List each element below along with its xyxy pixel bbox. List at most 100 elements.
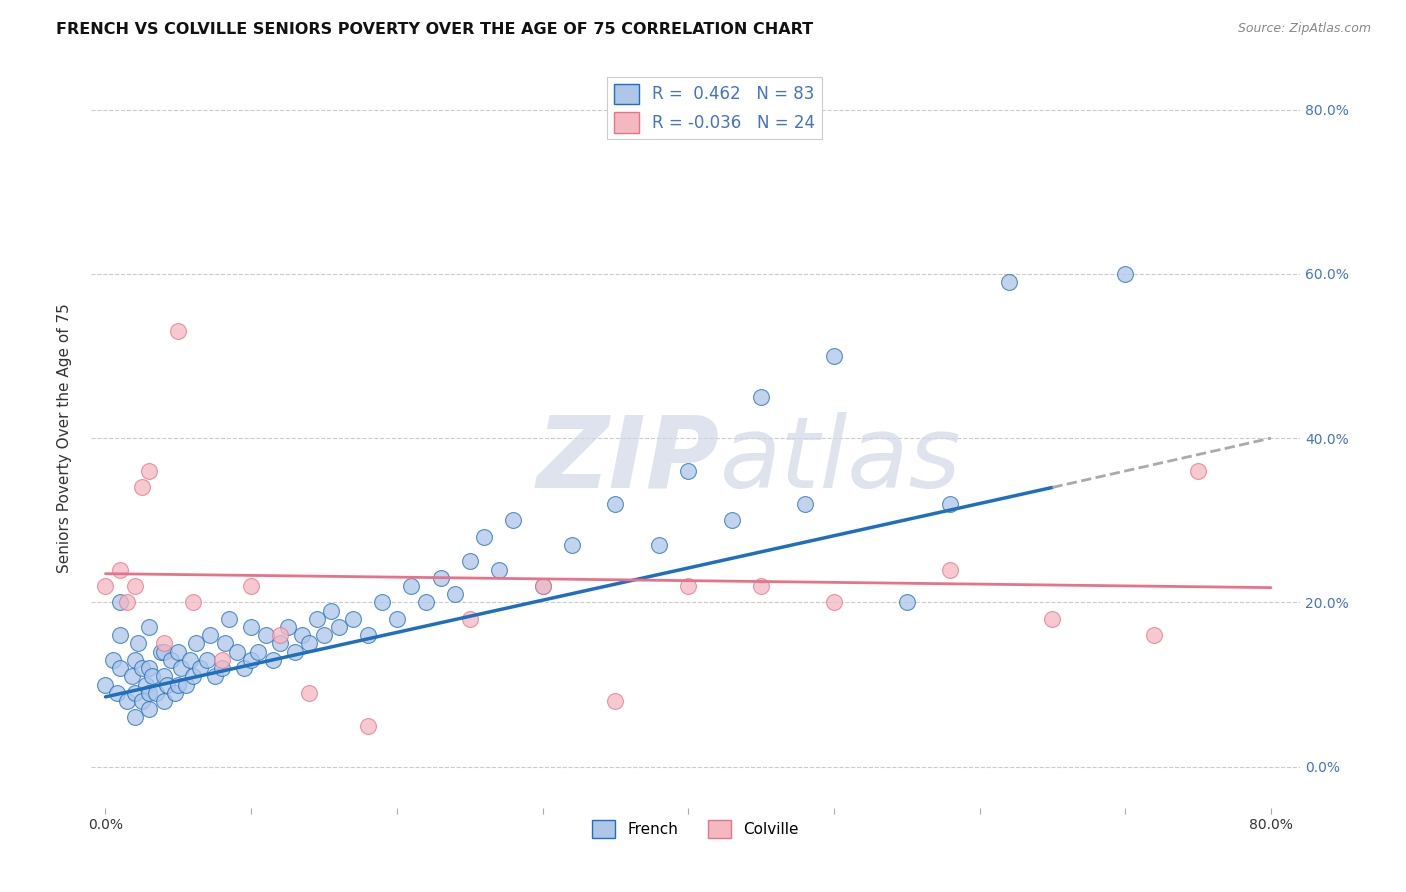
Point xyxy=(502,513,524,527)
Point xyxy=(997,275,1019,289)
Point xyxy=(225,645,247,659)
Text: atlas: atlas xyxy=(720,412,962,508)
Point xyxy=(179,653,201,667)
Point xyxy=(167,324,190,338)
Point xyxy=(1143,628,1166,642)
Point xyxy=(939,563,962,577)
Point xyxy=(124,710,146,724)
Point xyxy=(342,612,364,626)
Point xyxy=(605,497,627,511)
Point xyxy=(138,620,160,634)
Point xyxy=(117,694,139,708)
Point xyxy=(262,653,284,667)
Point xyxy=(211,653,233,667)
Point xyxy=(269,636,291,650)
Point xyxy=(145,686,167,700)
Point xyxy=(152,669,174,683)
Point xyxy=(488,563,510,577)
Point xyxy=(305,612,328,626)
Point xyxy=(108,661,131,675)
Point xyxy=(138,661,160,675)
Point xyxy=(127,636,149,650)
Point xyxy=(298,636,321,650)
Point xyxy=(385,612,408,626)
Point xyxy=(240,620,263,634)
Point xyxy=(167,645,190,659)
Point xyxy=(160,653,183,667)
Point xyxy=(138,686,160,700)
Point xyxy=(181,595,204,609)
Point xyxy=(174,677,197,691)
Point xyxy=(531,579,554,593)
Point xyxy=(188,661,211,675)
Point xyxy=(117,595,139,609)
Point xyxy=(291,628,314,642)
Point xyxy=(939,497,962,511)
Point xyxy=(1187,464,1209,478)
Point xyxy=(676,579,699,593)
Point xyxy=(135,677,157,691)
Point xyxy=(896,595,918,609)
Point xyxy=(648,538,671,552)
Point xyxy=(472,530,495,544)
Point xyxy=(124,579,146,593)
Point xyxy=(284,645,307,659)
Point xyxy=(415,595,437,609)
Point xyxy=(254,628,277,642)
Point xyxy=(240,653,263,667)
Point xyxy=(232,661,254,675)
Point xyxy=(823,349,845,363)
Point xyxy=(561,538,583,552)
Point xyxy=(823,595,845,609)
Point xyxy=(121,669,143,683)
Point xyxy=(531,579,554,593)
Point xyxy=(141,669,163,683)
Point xyxy=(124,686,146,700)
Text: Source: ZipAtlas.com: Source: ZipAtlas.com xyxy=(1237,22,1371,36)
Point xyxy=(197,653,219,667)
Point xyxy=(298,686,321,700)
Point xyxy=(94,579,117,593)
Point xyxy=(676,464,699,478)
Point xyxy=(401,579,423,593)
Legend: French, Colville: French, Colville xyxy=(586,814,806,845)
Point xyxy=(1042,612,1064,626)
Point xyxy=(357,628,380,642)
Point xyxy=(108,628,131,642)
Text: ZIP: ZIP xyxy=(537,412,720,508)
Point xyxy=(240,579,263,593)
Point xyxy=(312,628,335,642)
Point xyxy=(156,677,179,691)
Point xyxy=(131,480,153,494)
Point xyxy=(277,620,299,634)
Point xyxy=(152,645,174,659)
Point xyxy=(138,464,160,478)
Point xyxy=(1114,267,1136,281)
Point xyxy=(321,604,343,618)
Point xyxy=(101,653,124,667)
Point xyxy=(793,497,815,511)
Point xyxy=(138,702,160,716)
Point xyxy=(170,661,193,675)
Point xyxy=(444,587,467,601)
Text: FRENCH VS COLVILLE SENIORS POVERTY OVER THE AGE OF 75 CORRELATION CHART: FRENCH VS COLVILLE SENIORS POVERTY OVER … xyxy=(56,22,813,37)
Point xyxy=(165,686,187,700)
Point xyxy=(184,636,207,650)
Point xyxy=(605,694,627,708)
Point xyxy=(328,620,350,634)
Point xyxy=(108,595,131,609)
Point xyxy=(429,571,451,585)
Point xyxy=(108,563,131,577)
Point xyxy=(152,694,174,708)
Point xyxy=(371,595,394,609)
Y-axis label: Seniors Poverty Over the Age of 75: Seniors Poverty Over the Age of 75 xyxy=(58,303,72,573)
Point xyxy=(218,612,240,626)
Point xyxy=(181,669,204,683)
Point xyxy=(247,645,270,659)
Point xyxy=(167,677,190,691)
Point xyxy=(458,612,481,626)
Point xyxy=(211,661,233,675)
Point xyxy=(214,636,236,650)
Point xyxy=(749,579,772,593)
Point xyxy=(149,645,172,659)
